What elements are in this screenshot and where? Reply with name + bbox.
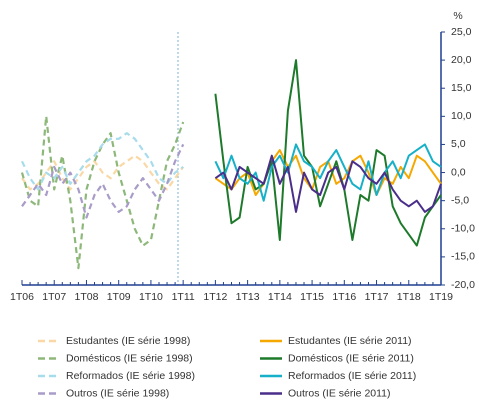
x-tick-label: 1T12 xyxy=(203,291,227,303)
y-tick-label: 25,0 xyxy=(451,26,472,38)
series-line xyxy=(21,143,185,219)
x-tick-label: 1T14 xyxy=(268,291,292,303)
x-tick-label: 1T15 xyxy=(300,291,324,303)
y-tick-label: 5,0 xyxy=(451,138,466,150)
legend-label: Estudantes (IE série 1998) xyxy=(66,335,190,347)
x-tick-label: 1T06 xyxy=(10,291,34,303)
x-tick-label: 1T11 xyxy=(172,291,195,303)
legend-label: Estudantes (IE série 2011) xyxy=(288,335,412,347)
legend-label: Outros (IE série 2011) xyxy=(288,387,391,399)
x-tick-label: 1T10 xyxy=(139,291,163,303)
series-line xyxy=(21,132,184,191)
y-tick-label: 20,0 xyxy=(451,54,472,66)
y-tick-label: 10,0 xyxy=(451,110,472,122)
x-tick-label: 1T17 xyxy=(365,291,389,303)
x-tick-label: 1T16 xyxy=(332,291,356,303)
x-tick-label: 1T07 xyxy=(42,291,66,303)
legend-label: Domésticos (IE série 1998) xyxy=(66,352,193,364)
series-line xyxy=(214,59,442,247)
y-tick-label: -15,0 xyxy=(451,251,475,263)
series-line xyxy=(214,154,442,213)
legend-label: Reformados (IE série 2011) xyxy=(288,370,416,382)
legend-label: Domésticos (IE série 2011) xyxy=(288,352,414,364)
x-tick-label: 1T13 xyxy=(236,291,260,303)
y-unit: % xyxy=(453,10,462,22)
x-tick-label: 1T18 xyxy=(397,291,421,303)
x-tick-label: 1T09 xyxy=(107,291,131,303)
legend-label: Outros (IE série 1998) xyxy=(66,387,169,399)
y-tick-label: 0,0 xyxy=(451,166,466,178)
legend-label: Reformados (IE série 1998) xyxy=(66,370,195,382)
y-tick-label: -10,0 xyxy=(451,223,475,235)
series-line xyxy=(21,154,185,191)
x-tick-label: 1T19 xyxy=(429,291,453,303)
y-tick-label: 15,0 xyxy=(451,82,472,94)
series-line xyxy=(20,115,185,270)
x-tick-label: 1T08 xyxy=(74,291,98,303)
y-tick-label: -5,0 xyxy=(451,194,469,206)
y-tick-label: -20,0 xyxy=(451,279,475,291)
